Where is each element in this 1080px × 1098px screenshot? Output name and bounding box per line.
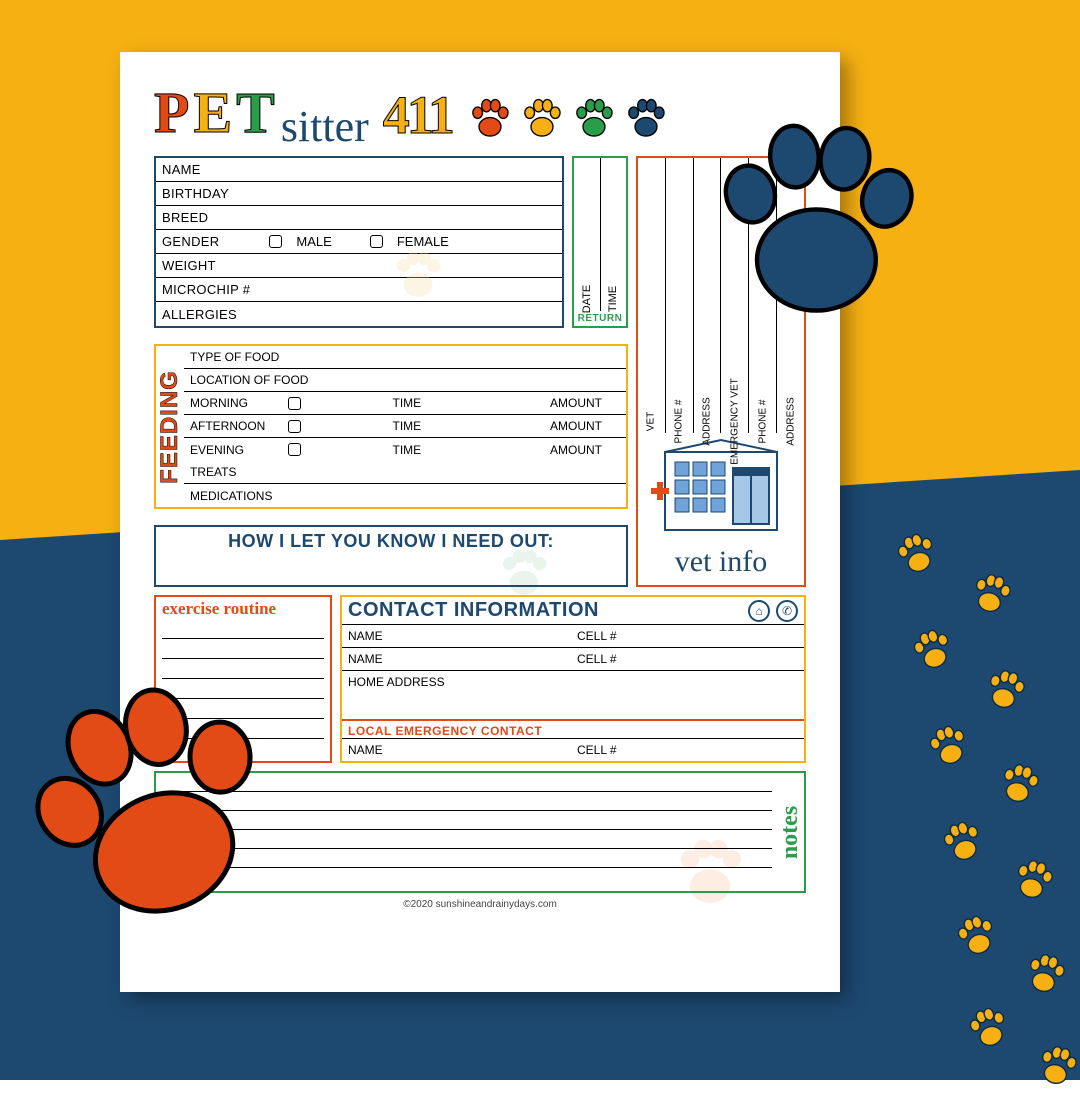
paw-icon — [624, 96, 668, 140]
field-allergies: ALLERGIES — [156, 302, 562, 326]
title-p: P — [154, 79, 189, 146]
basic-info-box: NAME BIRTHDAY BREED GENDER MALE FEMALE W… — [154, 156, 564, 328]
field-gender: GENDER MALE FEMALE — [156, 230, 562, 254]
checkbox-female[interactable] — [370, 235, 383, 248]
label-birthday: BIRTHDAY — [162, 186, 229, 201]
notes-side-label: notes — [778, 773, 804, 891]
vet-col-label: EMERGENCY VET — [729, 378, 740, 465]
vet-building-icon — [638, 433, 804, 543]
label-return-time: TIME — [607, 286, 619, 312]
return-date-col: DATE — [574, 158, 601, 311]
label-allergies: ALLERGIES — [162, 307, 237, 322]
checkbox-slot[interactable] — [288, 443, 301, 456]
contact-home-row: HOME ADDRESS — [342, 670, 804, 693]
vet-col-label: PHONE # — [757, 400, 768, 444]
label-gender: GENDER — [162, 234, 219, 249]
contact-box: CONTACT INFORMATION ⌂ ✆ NAME CELL # NAME… — [340, 595, 806, 763]
field-medications: MEDICATIONS — [184, 484, 626, 507]
title-e: E — [193, 79, 232, 146]
label-amount: AMOUNT — [550, 396, 620, 410]
label-microchip: MICROCHIP # — [162, 282, 250, 297]
label-emerg-name: NAME — [348, 743, 569, 757]
big-paw-navy-icon — [702, 106, 922, 331]
label-slot: MORNING — [190, 396, 280, 410]
paw-icon — [520, 96, 564, 140]
title-sitter: sitter — [281, 101, 369, 152]
label-vet-info: vet info — [638, 543, 804, 585]
need-out-box: HOW I LET YOU KNOW I NEED OUT: — [154, 525, 628, 587]
label-contact-cell: CELL # — [577, 629, 798, 643]
label-return-date: DATE — [581, 285, 593, 314]
label-need-out: HOW I LET YOU KNOW I NEED OUT: — [164, 531, 618, 552]
feeding-slot-row: AFTERNOON TIME AMOUNT — [184, 415, 626, 438]
return-box: DATE TIME RETURN — [572, 156, 628, 328]
label-slot: EVENING — [190, 443, 280, 457]
label-male: MALE — [296, 234, 331, 249]
paw-icon — [572, 96, 616, 140]
watermark-paw-icon — [388, 244, 448, 309]
blank-line — [162, 619, 324, 639]
label-name: NAME — [162, 162, 201, 177]
label-contact-name: NAME — [348, 652, 569, 666]
field-weight: WEIGHT — [156, 254, 562, 278]
label-amount: AMOUNT — [550, 443, 620, 457]
label-amount: AMOUNT — [550, 419, 620, 433]
paw-icon — [468, 96, 512, 140]
label-contact-title: CONTACT INFORMATION — [348, 599, 599, 622]
field-name: NAME — [156, 158, 562, 182]
vet-col: VET — [638, 158, 666, 433]
feeding-slot-row: EVENING TIME AMOUNT — [184, 438, 626, 461]
label-exercise: exercise routine — [162, 599, 324, 619]
label-food-type: TYPE OF FOOD — [190, 350, 279, 364]
feeding-side-label: FEEDING — [156, 346, 184, 507]
label-contact-name: NAME — [348, 629, 569, 643]
vet-col-label: PHONE # — [674, 400, 685, 444]
field-food-location: LOCATION OF FOOD — [184, 369, 626, 392]
label-medications: MEDICATIONS — [190, 489, 272, 503]
title-411: 411 — [383, 84, 452, 146]
feeding-slot-row: MORNING TIME AMOUNT — [184, 392, 626, 415]
title-paws — [468, 96, 668, 140]
field-breed: BREED — [156, 206, 562, 230]
label-emerg-cell: CELL # — [577, 743, 798, 757]
label-breed: BREED — [162, 210, 208, 225]
label-time: TIME — [393, 396, 463, 410]
blank-line — [162, 659, 324, 679]
big-paw-orange-icon — [22, 680, 272, 935]
label-treats: TREATS — [190, 465, 236, 479]
label-time: TIME — [393, 443, 463, 457]
feeding-box: FEEDING TYPE OF FOOD LOCATION OF FOOD MO… — [154, 344, 628, 509]
label-slot: AFTERNOON — [190, 419, 280, 433]
checkbox-slot[interactable] — [288, 397, 301, 410]
contact-row: NAME CELL # — [342, 624, 804, 647]
vet-col-label: VET — [646, 412, 657, 431]
label-food-location: LOCATION OF FOOD — [190, 373, 308, 387]
home-icon: ⌂ — [748, 600, 770, 622]
checkbox-male[interactable] — [269, 235, 282, 248]
checkbox-slot[interactable] — [288, 420, 301, 433]
label-weight: WEIGHT — [162, 258, 216, 273]
label-emergency-contact: LOCAL EMERGENCY CONTACT — [342, 719, 804, 738]
vet-col-label: ADDRESS — [785, 397, 796, 445]
vet-col-label: ADDRESS — [702, 397, 713, 445]
label-contact-cell: CELL # — [577, 652, 798, 666]
blank-line — [162, 639, 324, 659]
label-home-address: HOME ADDRESS — [348, 675, 445, 689]
field-birthday: BIRTHDAY — [156, 182, 562, 206]
label-time: TIME — [393, 419, 463, 433]
field-microchip: MICROCHIP # — [156, 278, 562, 302]
field-food-type: TYPE OF FOOD — [184, 346, 626, 369]
field-treats: TREATS — [184, 461, 626, 484]
title-t: T — [236, 79, 275, 146]
phone-icon: ✆ — [776, 600, 798, 622]
return-time-col: TIME — [601, 158, 627, 311]
contact-row: NAME CELL # — [342, 647, 804, 670]
emergency-row: NAME CELL # — [342, 738, 804, 761]
vet-col: PHONE # — [666, 158, 694, 433]
